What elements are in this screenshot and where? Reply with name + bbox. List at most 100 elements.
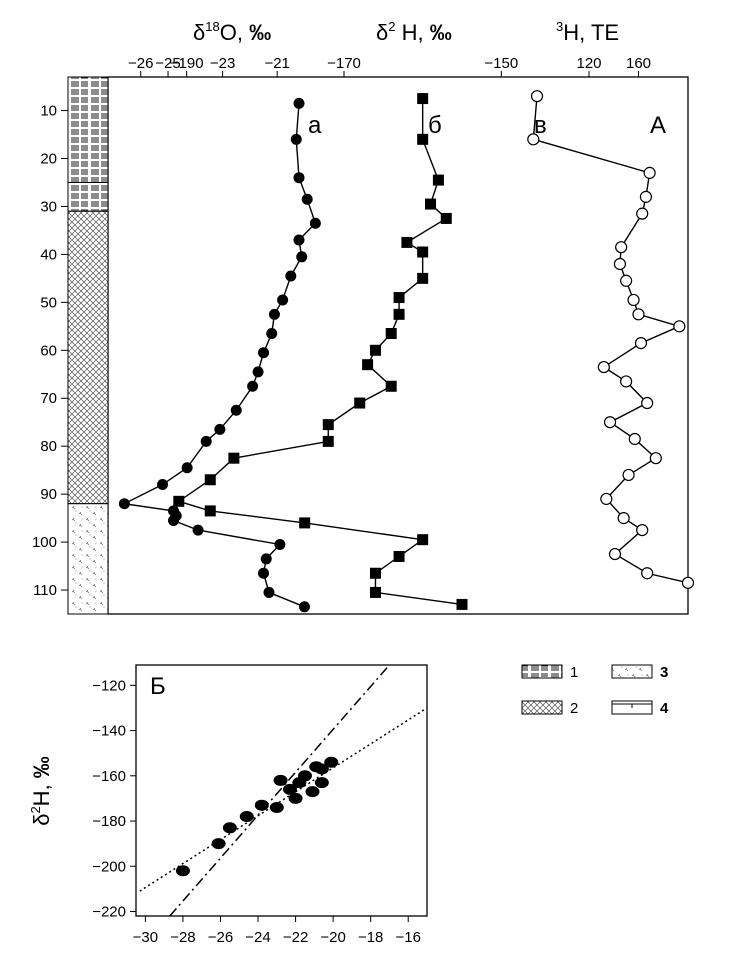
data-point — [157, 479, 169, 491]
depth-tick-label: 110 — [33, 582, 57, 599]
track-tritium: 120 160 — [527, 55, 695, 589]
data-point — [354, 397, 366, 409]
data-point — [173, 495, 185, 507]
data-point — [181, 462, 193, 474]
depth-tick-label: 70 — [40, 390, 57, 407]
data-point — [268, 308, 280, 320]
x-tick-label: −18 — [358, 929, 383, 946]
track-label-v: в — [534, 112, 547, 139]
scatter-point — [297, 770, 312, 782]
data-point — [649, 452, 662, 465]
data-point — [204, 474, 216, 486]
track-d2h: −190 −170 −150 — [170, 55, 518, 610]
data-point — [530, 90, 544, 103]
x-tick-label: −150 — [484, 55, 518, 72]
x-tick-label: −26 — [208, 929, 233, 946]
x-tick-label: −26 — [128, 55, 153, 72]
legend-label-2: 2 — [570, 700, 578, 717]
data-point — [204, 505, 216, 517]
depth-tick-label: 40 — [40, 246, 57, 263]
data-point — [636, 207, 649, 220]
data-point — [369, 586, 381, 598]
x-tick-label: −24 — [245, 929, 270, 946]
data-point — [615, 241, 628, 254]
data-point — [393, 550, 405, 562]
data-point — [425, 198, 437, 210]
regression-lines — [139, 665, 427, 916]
data-point — [260, 553, 272, 565]
y-tick-label: −120 — [92, 677, 126, 694]
lithology-layer-1b — [67, 181, 109, 212]
scatter-point — [239, 811, 254, 823]
data-point — [293, 234, 305, 246]
data-point — [362, 359, 374, 371]
x-tick-label: −190 — [170, 55, 204, 72]
scatter-ylabel: δ2H, ‰ — [28, 756, 54, 826]
scatter-point — [222, 822, 237, 834]
data-point — [214, 423, 226, 435]
x-tick-label: −30 — [133, 929, 158, 946]
data-point — [456, 598, 468, 610]
scatter-axes: −30 −28 −26 −24 −22 −20 −18 −16 −120 −140 −160 −180… — [92, 677, 421, 946]
depth-tick-label: 80 — [40, 438, 57, 455]
legend: 1 2 3 4 — [521, 664, 669, 717]
scatter-point — [269, 801, 284, 813]
data-point — [393, 308, 405, 320]
panel-b-frame — [135, 664, 428, 917]
data-point — [252, 366, 264, 378]
y-tick-label: −140 — [92, 723, 126, 740]
data-point — [385, 328, 397, 340]
depth-tick-label: 60 — [40, 342, 57, 359]
data-point — [622, 468, 635, 482]
data-point — [597, 360, 610, 374]
header-d18o: δ18O, ‰ — [193, 19, 271, 45]
scatter-point — [211, 838, 226, 850]
data-point — [277, 294, 289, 306]
track-label-b: б — [428, 112, 442, 139]
x-tick-label: −21 — [264, 55, 289, 72]
data-point — [296, 251, 308, 263]
data-point — [636, 523, 649, 537]
data-point — [417, 133, 429, 145]
panel-a: 10 20 30 40 50 60 70 80 90 100 110 −26 −25 −23 −21 −1… — [32, 19, 695, 615]
x-tick-label: −28 — [170, 929, 195, 946]
data-point — [417, 272, 429, 284]
data-point — [628, 432, 641, 446]
y-tick-label: −180 — [92, 813, 126, 830]
scatter-point — [314, 777, 329, 789]
data-point — [620, 274, 633, 287]
lithology-layer-2 — [67, 210, 109, 505]
data-point — [527, 133, 540, 146]
data-point — [263, 586, 275, 598]
panel-label-b: Б — [150, 673, 166, 700]
legend-swatch-1 — [521, 664, 563, 679]
x-tick-label: −23 — [210, 55, 235, 72]
legend-label-3: 3 — [660, 664, 668, 681]
data-point — [258, 347, 270, 359]
panel-label-a: А — [650, 112, 666, 139]
data-point — [417, 534, 429, 546]
data-point — [369, 344, 381, 356]
x-tick-label: 120 — [576, 55, 601, 72]
header-d2h: δ2 H, ‰ — [376, 19, 452, 45]
series-line — [177, 98, 463, 606]
data-point — [641, 396, 654, 410]
data-point — [228, 452, 240, 464]
data-point — [322, 419, 334, 431]
data-point — [643, 166, 656, 179]
depth-tick-label: 10 — [40, 103, 57, 120]
data-point — [192, 524, 204, 536]
data-point — [620, 375, 633, 388]
regression-line-dotted — [139, 707, 427, 892]
data-point — [293, 172, 305, 184]
depth-axis: 10 20 30 40 50 60 70 80 90 100 110 — [32, 103, 68, 599]
data-point — [167, 515, 179, 527]
scatter-point — [324, 756, 339, 768]
y-tick-label: −160 — [92, 768, 126, 785]
data-point — [322, 435, 334, 447]
depth-tick-label: 90 — [40, 486, 57, 503]
x-tick-label: −22 — [283, 929, 308, 946]
data-point — [639, 190, 653, 203]
scatter-point — [273, 774, 288, 786]
